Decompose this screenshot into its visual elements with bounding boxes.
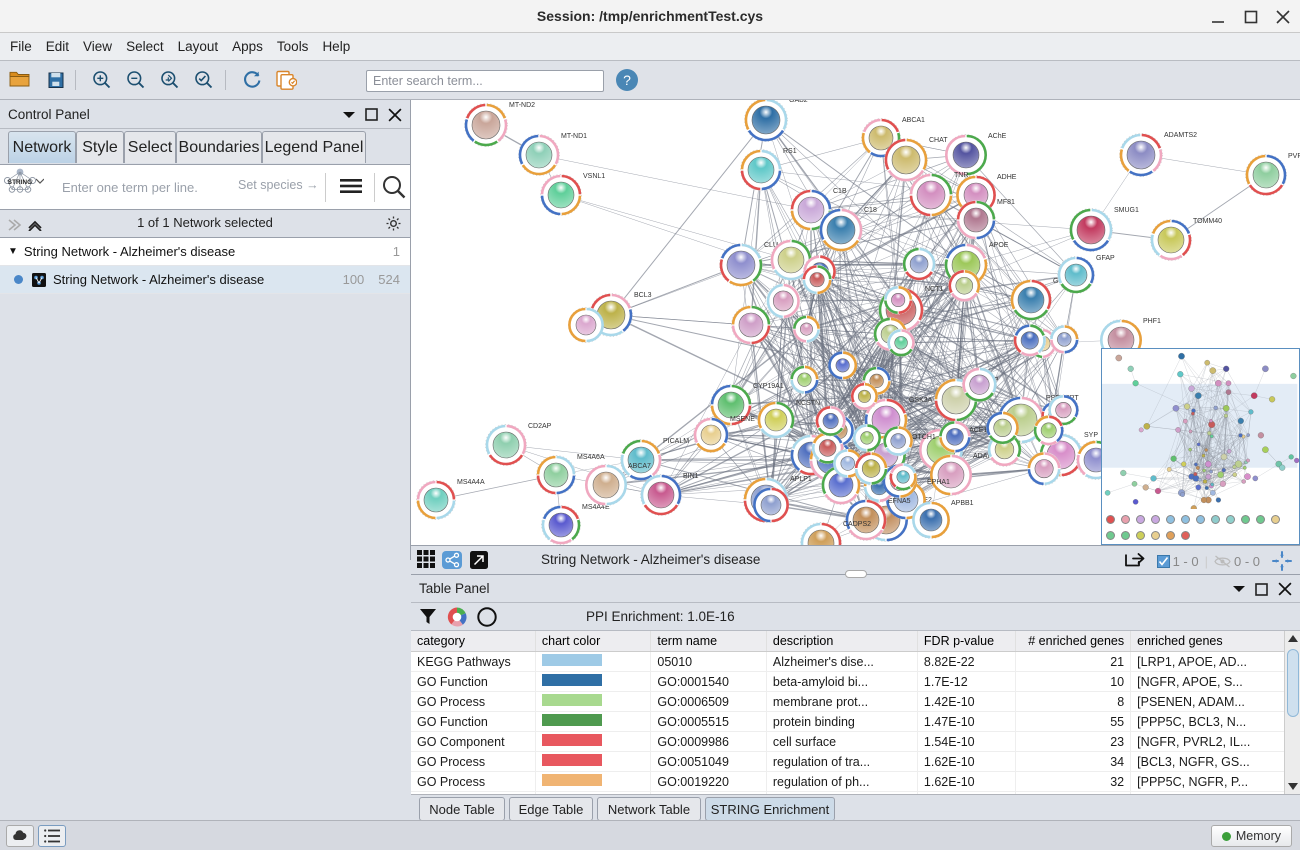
svg-text:CYP19A1: CYP19A1 <box>753 383 784 390</box>
svg-text:BCL3: BCL3 <box>634 292 652 299</box>
svg-text:MT-ND2: MT-ND2 <box>509 102 535 109</box>
svg-text:MS4A6A: MS4A6A <box>577 454 605 461</box>
svg-text:PICALM: PICALM <box>663 438 689 445</box>
svg-text:PHF1: PHF1 <box>1143 318 1161 325</box>
svg-text:RS1: RS1 <box>783 148 797 155</box>
svg-text:CD2AP: CD2AP <box>528 423 552 430</box>
svg-text:BIN1: BIN1 <box>683 473 699 480</box>
svg-text:ABCA7: ABCA7 <box>628 463 651 470</box>
svg-text:ADHE: ADHE <box>997 174 1017 181</box>
svg-text:GSK3A: GSK3A <box>909 397 933 404</box>
svg-text:AChE: AChE <box>988 133 1007 140</box>
svg-text:EFNA5: EFNA5 <box>888 498 911 505</box>
svg-text:MSENE: MSENE <box>730 416 755 423</box>
svg-text:SMUG1: SMUG1 <box>1114 207 1139 214</box>
svg-text:MS4A4A: MS4A4A <box>457 479 485 486</box>
svg-text:VSNL1: VSNL1 <box>583 173 605 180</box>
svg-text:TOMM40: TOMM40 <box>1193 218 1222 225</box>
svg-text:PVRL2: PVRL2 <box>1288 153 1300 160</box>
svg-text:MF81: MF81 <box>997 199 1015 206</box>
svg-text:SYP: SYP <box>1084 432 1098 439</box>
svg-text:NCSTN: NCSTN <box>796 400 820 407</box>
svg-text:C18: C18 <box>864 207 877 214</box>
svg-text:?: ? <box>623 72 631 88</box>
svg-text:C1B: C1B <box>833 188 847 195</box>
svg-text:CADPS2: CADPS2 <box>843 521 871 528</box>
svg-text:NCT1: NCT1 <box>925 286 943 293</box>
svg-text:APLP1: APLP1 <box>790 476 812 483</box>
svg-text:APOE: APOE <box>989 242 1009 249</box>
svg-text:ADAMTS2: ADAMTS2 <box>1164 132 1197 139</box>
svg-text:APBB1: APBB1 <box>951 500 974 507</box>
svg-text:MT-ND1: MT-ND1 <box>561 133 587 140</box>
svg-text:GFAP: GFAP <box>1096 255 1115 262</box>
svg-text:TNR: TNR <box>954 172 968 179</box>
svg-text:EPHA1: EPHA1 <box>927 479 950 486</box>
svg-text:ABCA1: ABCA1 <box>902 117 925 124</box>
svg-text:CHAT: CHAT <box>929 137 948 144</box>
svg-text:GAB2: GAB2 <box>789 100 808 104</box>
